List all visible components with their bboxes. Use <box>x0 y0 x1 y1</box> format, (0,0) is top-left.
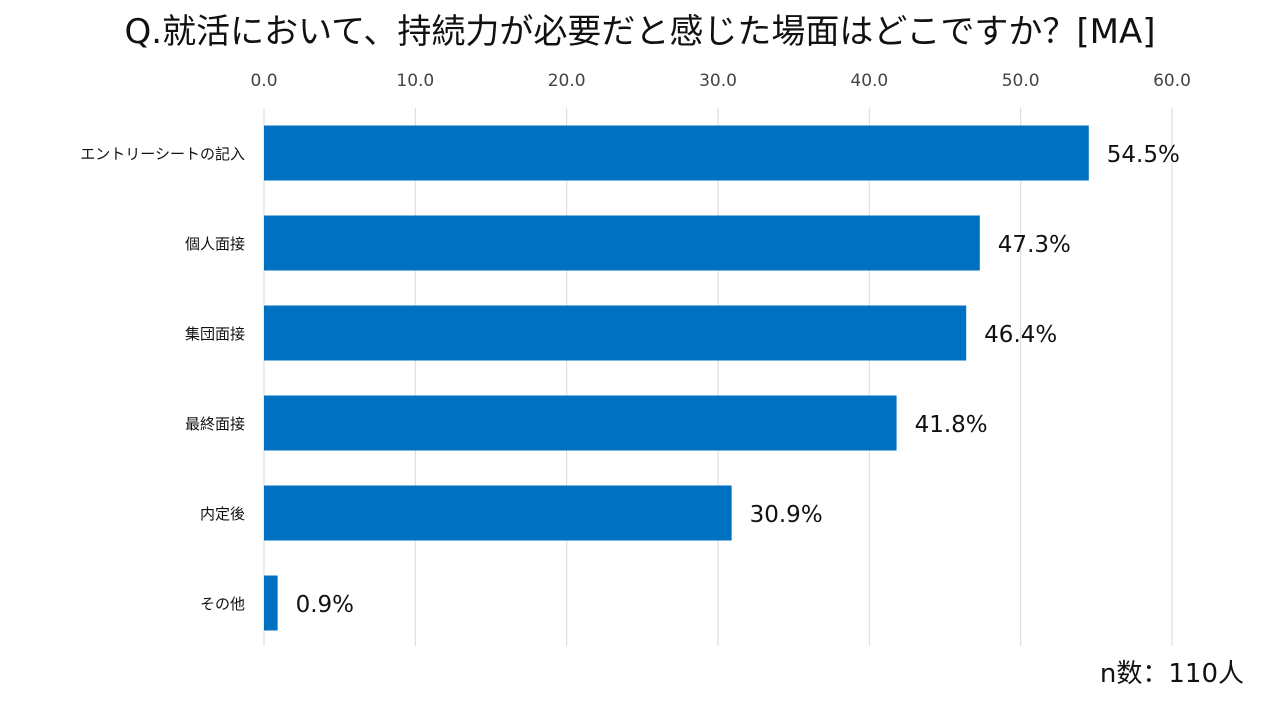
sample-size-note: n数：110人 <box>1099 659 1244 689</box>
value-label: 30.9% <box>750 502 823 528</box>
category-label: 最終面接 <box>185 415 245 433</box>
category-label: その他 <box>200 595 245 613</box>
category-label: 内定後 <box>200 505 245 523</box>
x-tick-label: 40.0 <box>850 71 888 91</box>
x-tick-label: 0.0 <box>250 71 277 91</box>
category-label: 個人面接 <box>185 235 245 253</box>
category-label: エントリーシートの記入 <box>80 145 245 163</box>
x-tick-label: 30.0 <box>699 71 737 91</box>
value-label: 54.5% <box>1107 142 1180 168</box>
bar <box>264 485 732 541</box>
x-tick-label: 10.0 <box>396 71 434 91</box>
x-tick-label: 60.0 <box>1153 71 1191 91</box>
bar <box>264 395 897 451</box>
bar <box>264 305 967 361</box>
value-label: 0.9% <box>296 592 354 618</box>
bar <box>264 125 1089 181</box>
value-label: 46.4% <box>984 322 1057 348</box>
category-label: 集団面接 <box>185 325 245 343</box>
bar <box>264 215 980 271</box>
x-tick-label: 50.0 <box>1002 71 1040 91</box>
chart-title: Q.就活において、持続力が必要だと感じた場面はどこですか？[MA] <box>124 12 1156 52</box>
value-label: 47.3% <box>998 232 1071 258</box>
x-tick-label: 20.0 <box>548 71 586 91</box>
bar <box>264 575 278 631</box>
value-label: 41.8% <box>915 412 988 438</box>
